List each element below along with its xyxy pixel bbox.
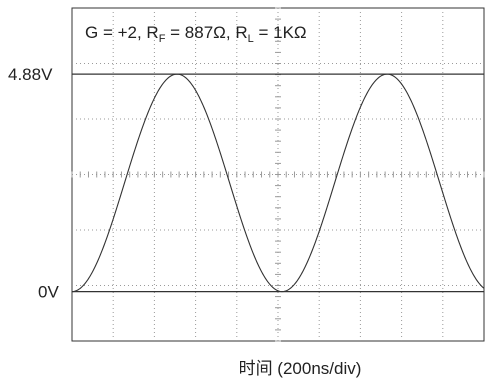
reference-lines bbox=[72, 73, 484, 293]
y-label-high: 4.88V bbox=[8, 65, 53, 84]
x-axis-label: 时间 (200ns/div) bbox=[239, 359, 362, 378]
circuit-annotation: G = +2, RF = 887Ω, RL = 1KΩ bbox=[85, 23, 307, 45]
waveform-trace bbox=[71, 73, 485, 293]
y-label-zero: 0V bbox=[38, 283, 59, 302]
